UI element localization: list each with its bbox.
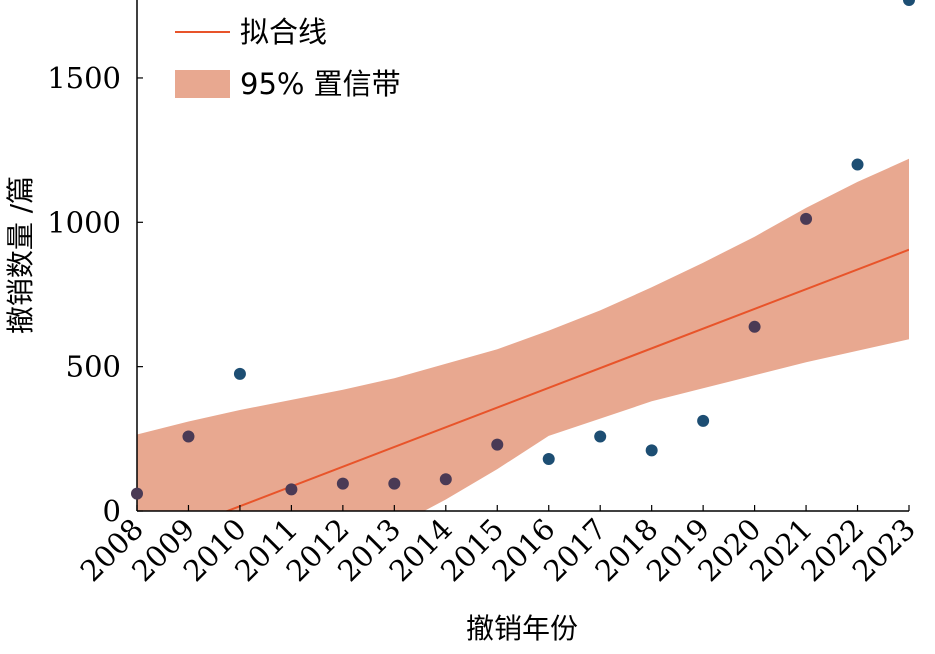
x-axis-title: 撤销年份 (466, 612, 578, 645)
y-tick-label-1500: 1500 (47, 61, 121, 95)
legend-fit-label: 拟合线 (240, 15, 327, 49)
data-point-2013 (388, 477, 401, 490)
legend-band-swatch (175, 70, 230, 98)
y-tick-label-0: 0 (103, 494, 121, 528)
data-point-2011 (285, 483, 298, 496)
fit-line-layer (224, 248, 909, 511)
data-point-2019 (697, 414, 710, 427)
data-point-2016 (542, 453, 555, 466)
data-point-2017 (594, 430, 607, 443)
data-point-2023 (903, 0, 915, 6)
data-point-2020 (748, 320, 761, 333)
legend-band-label: 95% 置信带 (240, 67, 401, 101)
y-tick-label-1000: 1000 (47, 205, 121, 239)
data-point-2014 (439, 473, 452, 486)
confidence-band-layer (137, 158, 909, 511)
fit-line (224, 248, 909, 511)
legend: 拟合线 95% 置信带 (175, 15, 401, 101)
data-point-2015 (491, 438, 504, 451)
y-tick-label-500: 500 (66, 350, 121, 384)
data-point-2008 (131, 487, 143, 500)
data-point-2018 (645, 444, 658, 457)
data-points (131, 0, 915, 500)
data-point-2012 (336, 477, 349, 490)
data-point-2009 (182, 430, 195, 443)
data-point-2022 (851, 158, 864, 171)
confidence-band (137, 158, 909, 511)
data-point-2010 (233, 367, 246, 380)
data-point-2021 (800, 212, 813, 225)
y-axis-title: 撤销数量 /篇 (4, 176, 37, 334)
